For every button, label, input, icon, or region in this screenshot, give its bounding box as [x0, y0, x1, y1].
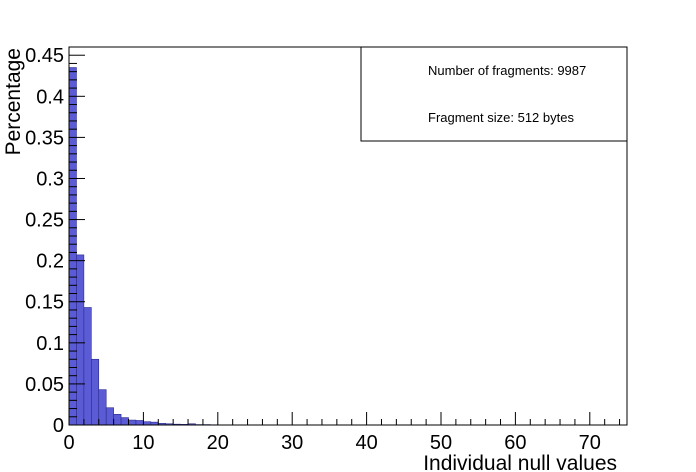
- y-tick-label: 0.1: [36, 333, 64, 355]
- y-tick-label: 0.45: [25, 45, 64, 67]
- x-tick-label: 0: [63, 432, 74, 454]
- legend-border: [360, 46, 628, 142]
- histogram-bar: [120, 417, 129, 426]
- y-tick-label: 0.25: [25, 210, 64, 232]
- histogram-bar: [83, 307, 92, 426]
- legend-fragments-count: Number of fragments: 9987: [428, 63, 586, 78]
- y-tick-label: 0.4: [36, 86, 64, 108]
- histogram-bar: [113, 414, 122, 426]
- x-tick-label: 60: [504, 432, 526, 454]
- x-tick-label: 20: [207, 432, 229, 454]
- y-tick-label: 0.05: [25, 374, 64, 396]
- histogram-bar: [128, 419, 137, 426]
- x-tick-label: 70: [579, 432, 601, 454]
- x-tick-label: 40: [355, 432, 377, 454]
- y-tick-label: 0: [53, 415, 64, 437]
- x-axis-title: Individual null values: [423, 452, 617, 472]
- minor-tick-group: [69, 62, 621, 425]
- histogram-bar: [105, 407, 114, 426]
- x-tick-label: 30: [281, 432, 303, 454]
- x-tick-label: 10: [132, 432, 154, 454]
- y-tick-label: 0.15: [25, 292, 64, 314]
- histogram-bar: [76, 254, 85, 426]
- histogram-bar: [135, 420, 144, 426]
- histogram-bar: [98, 389, 107, 426]
- major-tick-group: [68, 54, 591, 426]
- legend-fragment-size: Fragment size: 512 bytes: [428, 110, 574, 125]
- y-tick-label: 0.3: [36, 168, 64, 190]
- y-tick-label: 0.2: [36, 251, 64, 273]
- y-axis-title: Percentage: [2, 48, 25, 155]
- x-tick-label: 50: [430, 432, 452, 454]
- y-tick-label: 0.35: [25, 127, 64, 149]
- legend-box: Number of fragments: 9987 Fragment size:…: [360, 46, 628, 142]
- plot-frame: [68, 46, 628, 426]
- tick-label-group: 0 10 20 30 40 50 60 70 0 0.05 0.1 0.15 0.2 0.25 0.3 0.3…: [25, 45, 601, 454]
- histogram-bar: [91, 358, 100, 426]
